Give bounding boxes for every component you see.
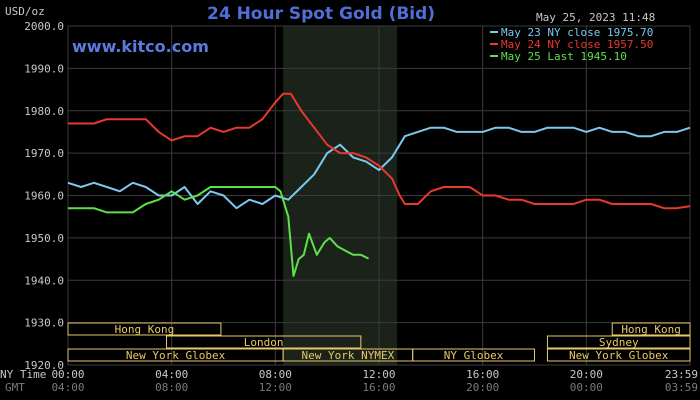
x-tick-label-gmt: 04:00 (51, 381, 84, 394)
session-box (546, 335, 691, 349)
x-tick-label-ny: 04:00 (155, 368, 188, 381)
y-tick-label: 1980.0 (24, 105, 64, 118)
x-tick-label-ny: 23:59 (665, 368, 698, 381)
y-tick-label: 1990.0 (24, 62, 64, 75)
legend-label: May 24 NY close 1957.50 (501, 38, 653, 51)
y-tick-label: 1960.0 (24, 190, 64, 203)
x-tick-label-gmt: 12:00 (259, 381, 292, 394)
legend-label: May 25 Last 1945.10 (501, 50, 627, 63)
x-tick-label-gmt: 16:00 (362, 381, 395, 394)
y-tick-label: 1930.0 (24, 317, 64, 330)
y-tick-label: 2000.0 (24, 20, 64, 33)
y-tick-labels: 2000.0 1990.0 1980.0 1970.0 1960.0 1950.0 1940… (24, 20, 64, 372)
session-label: Sydney (599, 336, 639, 349)
session-label: NY Globex (444, 349, 504, 362)
price-lines (67, 92, 691, 277)
y-tick-label: 1920.0 (24, 359, 64, 372)
x-tick-label-gmt: 08:00 (155, 381, 188, 394)
x-axis-gmt-label: GMT (5, 381, 25, 394)
legend-label: May 23 NY close 1975.70 (501, 26, 653, 39)
session-label: Hong Kong (621, 323, 681, 336)
y-axis-label: USD/oz (5, 5, 45, 18)
session-label: New York Globex (126, 349, 226, 362)
session-label: Hong Kong (115, 323, 175, 336)
session-box (165, 335, 362, 349)
series-line (68, 92, 691, 210)
chart-timestamp: May 25, 2023 11:48 (536, 11, 655, 24)
session-label: New York Globex (569, 349, 669, 362)
x-axis-ny-label: NY Time (0, 368, 46, 381)
x-tick-label-ny: 00:00 (51, 368, 84, 381)
y-tick-label: 1950.0 (24, 232, 64, 245)
site-watermark: www.kitco.com (72, 37, 209, 56)
trading-sessions: Hong Kong London New York Globex New York N… (67, 322, 691, 362)
y-tick-label: 1940.0 (24, 274, 64, 287)
chart-title: 24 Hour Spot Gold (Bid) (207, 4, 435, 24)
x-tick-label-gmt: 00:00 (570, 381, 603, 394)
session-box (67, 322, 222, 336)
x-tick-label-gmt: 20:00 (466, 381, 499, 394)
session-box (412, 348, 536, 362)
x-tick-labels: 00:0004:0004:0008:0008:0012:0012:0016:00… (51, 368, 698, 394)
series-line (67, 126, 691, 210)
x-tick-label-ny: 08:00 (259, 368, 292, 381)
y-tick-label: 1970.0 (24, 147, 64, 160)
x-tick-label-ny: 12:00 (362, 368, 395, 381)
session-box (546, 348, 691, 362)
x-tick-label-gmt: 03:59 (665, 381, 698, 394)
series-line (68, 186, 370, 277)
x-tick-label-ny: 16:00 (466, 368, 499, 381)
x-tick-label-ny: 20:00 (570, 368, 603, 381)
session-label: New York NYMEX (302, 349, 395, 362)
session-box (611, 322, 691, 336)
session-label: London (244, 336, 284, 349)
